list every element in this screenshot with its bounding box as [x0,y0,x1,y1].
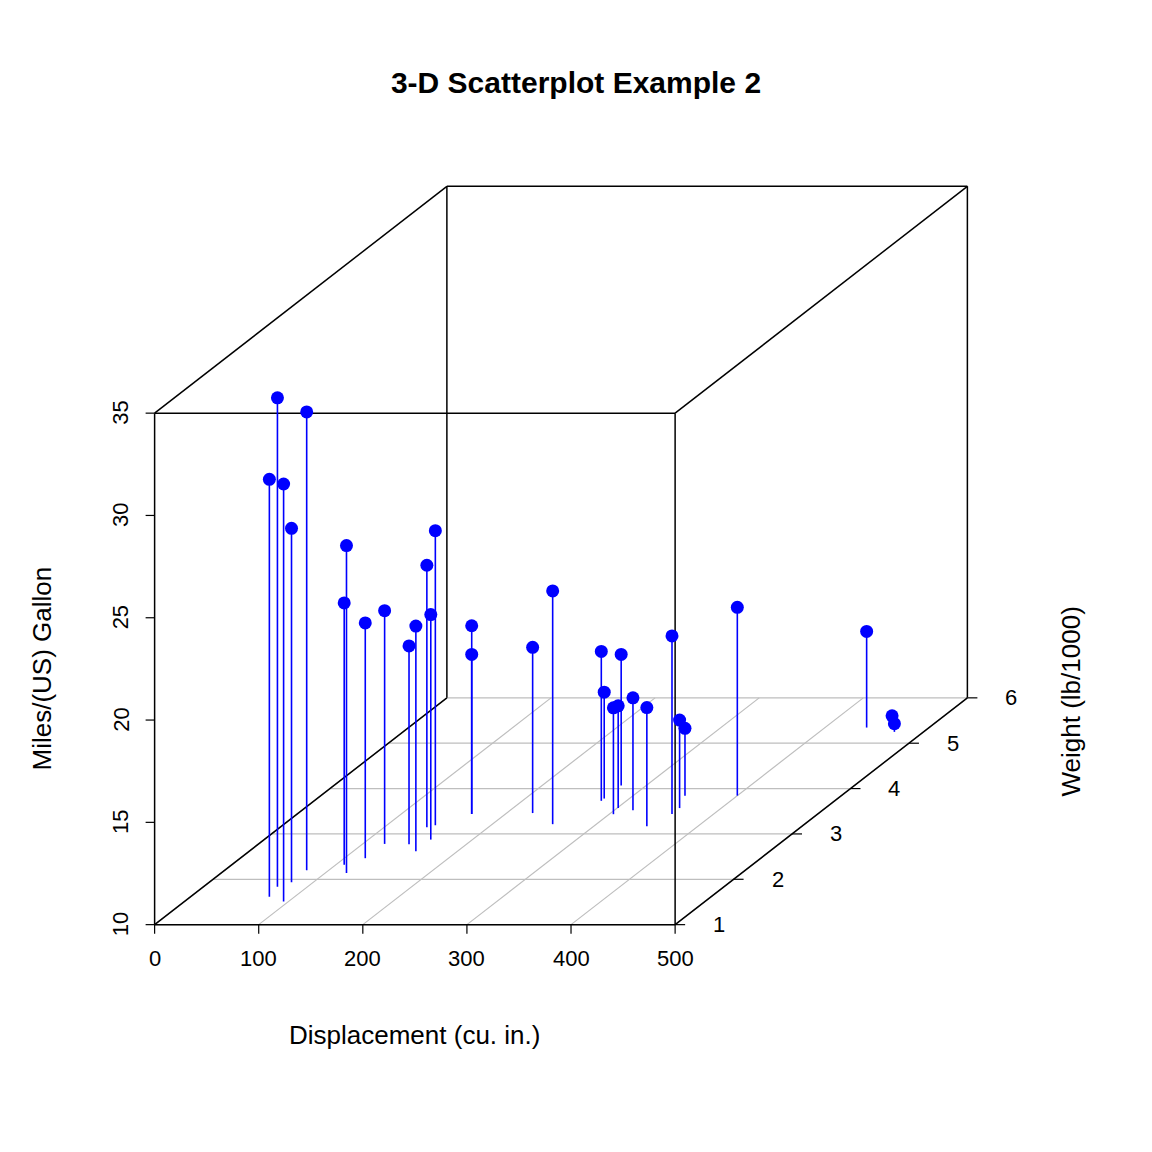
svg-text:25: 25 [108,605,133,629]
svg-text:4: 4 [888,776,900,801]
svg-text:300: 300 [448,946,485,971]
svg-text:500: 500 [657,946,694,971]
svg-text:2: 2 [772,867,784,892]
svg-text:100: 100 [240,946,277,971]
svg-text:5: 5 [947,731,959,756]
svg-text:10: 10 [108,912,133,936]
svg-text:200: 200 [344,946,381,971]
svg-text:15: 15 [108,809,133,833]
svg-text:400: 400 [553,946,590,971]
svg-text:Displacement (cu. in.): Displacement (cu. in.) [289,1020,540,1050]
svg-text:Miles/(US) Gallon: Miles/(US) Gallon [27,567,57,771]
svg-text:Weight (lb/1000): Weight (lb/1000) [1056,606,1086,796]
svg-text:3: 3 [830,821,842,846]
svg-text:6: 6 [1005,685,1017,710]
svg-text:1: 1 [713,912,725,937]
svg-text:0: 0 [149,946,161,971]
svg-text:30: 30 [108,503,133,527]
svg-text:20: 20 [109,707,134,731]
svg-text:3-D Scatterplot Example 2: 3-D Scatterplot Example 2 [391,66,761,99]
svg-text:35: 35 [108,400,133,424]
